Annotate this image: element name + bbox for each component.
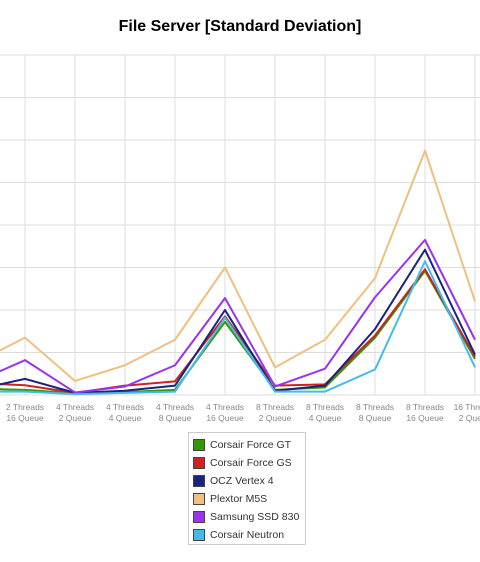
legend-item: Samsung SSD 830 xyxy=(193,508,301,526)
series-line-plextor-m5s xyxy=(0,149,476,382)
series-line-corsair-force-gt xyxy=(0,269,476,395)
legend-item: OCZ Vertex 4 xyxy=(193,472,301,490)
x-tick-label: 8 Threads xyxy=(356,402,394,412)
series-line-corsair-neutron xyxy=(0,260,476,396)
legend-item: Corsair Force GS xyxy=(193,454,301,472)
legend-swatch xyxy=(193,457,205,469)
x-tick-label: 8 Threads xyxy=(256,402,294,412)
legend-swatch xyxy=(193,475,205,487)
chart-title: File Server [Standard Deviation] xyxy=(118,18,362,35)
legend-label: OCZ Vertex 4 xyxy=(210,475,274,487)
legend-label: Corsair Force GS xyxy=(210,457,292,469)
legend-swatch xyxy=(193,439,205,451)
x-tick-label: 16 Queue xyxy=(406,413,444,423)
x-tick-label: 16 Threads xyxy=(454,402,480,412)
legend-item: Plextor M5S xyxy=(193,490,301,508)
legend-label: Samsung SSD 830 xyxy=(210,511,300,523)
legend-item: Corsair Force GT xyxy=(193,436,301,454)
legend-label: Corsair Force GT xyxy=(210,439,292,451)
legend-item: Corsair Neutron xyxy=(193,526,301,544)
x-tick-label: 8 Queue xyxy=(359,413,392,423)
x-tick-label: 4 Threads xyxy=(156,402,194,412)
x-tick-label: 2 Threads xyxy=(6,402,44,412)
x-tick-label: 4 Threads xyxy=(106,402,144,412)
x-tick-label: 8 Threads xyxy=(406,402,444,412)
series-line-samsung-ssd-830 xyxy=(0,238,476,394)
series-line-corsair-force-gs xyxy=(0,268,476,394)
chart-legend: Corsair Force GT Corsair Force GS OCZ Vert… xyxy=(188,432,306,545)
x-tick-label: 2 Queue xyxy=(259,413,292,423)
x-tick-label: 4 Threads xyxy=(56,402,94,412)
x-tick-label: 8 Threads xyxy=(306,402,344,412)
legend-swatch xyxy=(193,529,205,541)
x-tick-label: 2 Queue xyxy=(459,413,480,423)
x-tick-label: 4 Queue xyxy=(309,413,342,423)
x-tick-label: 4 Threads xyxy=(206,402,244,412)
x-tick-label: 4 Queue xyxy=(109,413,142,423)
legend-swatch xyxy=(193,511,205,523)
legend-label: Corsair Neutron xyxy=(210,529,285,541)
legend-label: Plextor M5S xyxy=(210,493,268,505)
x-tick-label: 16 Queue xyxy=(206,413,244,423)
x-tick-label: 16 Queue xyxy=(6,413,44,423)
series-line-ocz-vertex-4 xyxy=(0,248,476,394)
x-tick-label: 8 Queue xyxy=(159,413,192,423)
x-tick-label: 2 Queue xyxy=(59,413,92,423)
legend-swatch xyxy=(193,493,205,505)
